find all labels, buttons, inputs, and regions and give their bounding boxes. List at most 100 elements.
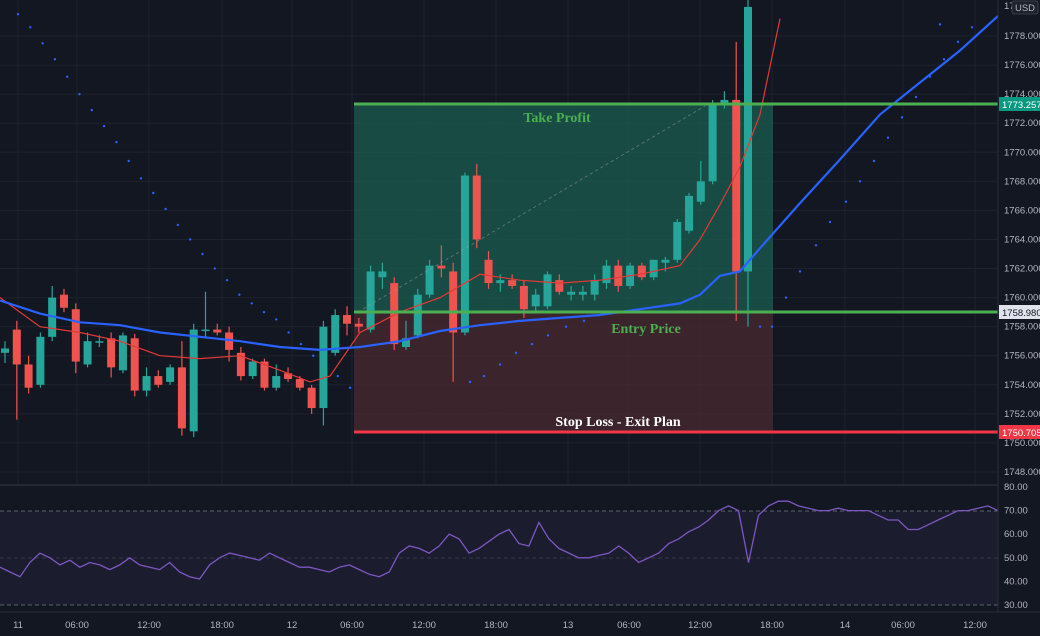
candle-body — [602, 265, 611, 284]
rsi-tick-label: 60.00 — [1004, 529, 1028, 540]
psar-dot — [348, 386, 352, 389]
red-moving-average — [0, 18, 781, 383]
psar-dot — [189, 238, 192, 241]
psar-dot — [938, 23, 942, 26]
candle-body — [107, 338, 116, 368]
psar-dot — [176, 223, 180, 227]
take-profit-price: 1773.257 — [1002, 100, 1040, 111]
candle-body — [720, 99, 729, 103]
psar-dot — [828, 220, 832, 224]
candle-body — [390, 283, 399, 345]
rsi-tick-label: 50.00 — [1004, 553, 1028, 564]
rsi-tick-label: 80.00 — [1004, 482, 1028, 493]
psar-dot — [546, 334, 550, 337]
price-tick-label: 1752.000 — [1004, 409, 1040, 420]
candle-body — [484, 259, 493, 284]
time-tick-label: 12:00 — [963, 620, 987, 631]
candle-body — [307, 387, 316, 409]
price-tick-label: 1760.000 — [1004, 293, 1040, 304]
candle-body — [496, 280, 505, 284]
candle-body — [177, 367, 186, 429]
candle-body — [130, 338, 139, 391]
currency-button[interactable]: USD — [1011, 0, 1039, 15]
candle-body — [378, 271, 387, 278]
psar-dot — [41, 42, 44, 45]
trend-dashed-line — [357, 105, 706, 313]
candle-body — [637, 265, 646, 278]
psar-dot — [262, 310, 266, 314]
candle-body — [118, 335, 127, 371]
psar-dot — [102, 124, 106, 128]
candle-body — [437, 265, 446, 269]
psar-dot — [814, 244, 818, 247]
price-tick-label: 1750.000 — [1004, 438, 1040, 449]
candle-body — [673, 222, 682, 260]
time-tick-label: 12:00 — [688, 620, 712, 631]
price-tick-label: 1768.000 — [1004, 176, 1040, 187]
candle-body — [508, 280, 517, 286]
candle-body — [166, 367, 175, 382]
candle-body — [331, 315, 340, 353]
candle-body — [343, 315, 352, 324]
time-tick-label: 12:00 — [412, 620, 436, 631]
candle-body — [272, 376, 281, 388]
rsi-tick-label: 40.00 — [1004, 576, 1028, 587]
psar-dot — [201, 252, 204, 256]
entry-price-tag: 1758.980 — [999, 305, 1040, 319]
rsi-pane — [0, 486, 998, 606]
psar-dot — [275, 318, 278, 321]
candle-body — [661, 259, 670, 263]
time-tick-label: 12:00 — [137, 620, 161, 631]
time-tick-label: 14 — [840, 620, 851, 631]
psar-dot — [78, 92, 81, 96]
psar-dot — [970, 26, 974, 29]
candle-body — [425, 265, 434, 295]
psar-dot — [564, 325, 568, 328]
time-axis[interactable] — [0, 612, 1040, 636]
candle-body — [531, 294, 540, 307]
psar-dot — [514, 351, 518, 355]
candle-body — [189, 329, 198, 432]
candle-body — [649, 259, 658, 278]
psar-dot — [225, 278, 229, 282]
candle-body — [590, 280, 599, 295]
parabolic-sar — [16, 13, 974, 389]
price-tick-label: 1764.000 — [1004, 234, 1040, 245]
psar-dot — [498, 363, 502, 366]
psar-dot — [250, 302, 253, 305]
psar-dot — [29, 26, 32, 29]
candle-body — [543, 274, 552, 307]
psar-dot — [115, 140, 118, 144]
price-tick-label: 1766.000 — [1004, 205, 1040, 216]
psar-dot — [900, 116, 904, 119]
psar-dot — [468, 380, 472, 384]
position-tool[interactable] — [354, 104, 773, 432]
psar-dot — [582, 319, 586, 323]
candle-body — [472, 175, 481, 240]
time-tick-label: 06:00 — [65, 620, 89, 631]
psar-dot — [872, 159, 876, 163]
candle-body — [449, 271, 458, 333]
take-profit-label: Take Profit — [523, 111, 591, 126]
candle-body — [696, 181, 705, 202]
rsi-tick-labels: 80.00 70.00 60.00 50.00 40.00 30.00 — [1004, 482, 1028, 611]
time-tick-label: 18:00 — [210, 620, 234, 631]
time-tick-labels: 11 06:00 12:00 18:00 12 06:00 12:00 18:00 13 06:0… — [13, 620, 987, 631]
psar-dot — [287, 331, 290, 334]
psar-dot — [482, 374, 486, 378]
time-tick-label: 13 — [563, 620, 574, 631]
psar-dot — [139, 177, 143, 180]
psar-dot — [127, 159, 130, 163]
candle-body — [225, 332, 234, 350]
price-tick-label: 1762.000 — [1004, 264, 1040, 275]
price-tick-label: 1756.000 — [1004, 351, 1040, 362]
psar-dot — [16, 13, 20, 16]
candle-body — [366, 271, 375, 330]
psar-dot — [886, 136, 890, 139]
candle-body — [95, 341, 104, 343]
time-tick-label: 06:00 — [891, 620, 915, 631]
candle-body — [614, 265, 623, 286]
candle-body — [83, 341, 92, 365]
psar-dot — [530, 342, 534, 346]
